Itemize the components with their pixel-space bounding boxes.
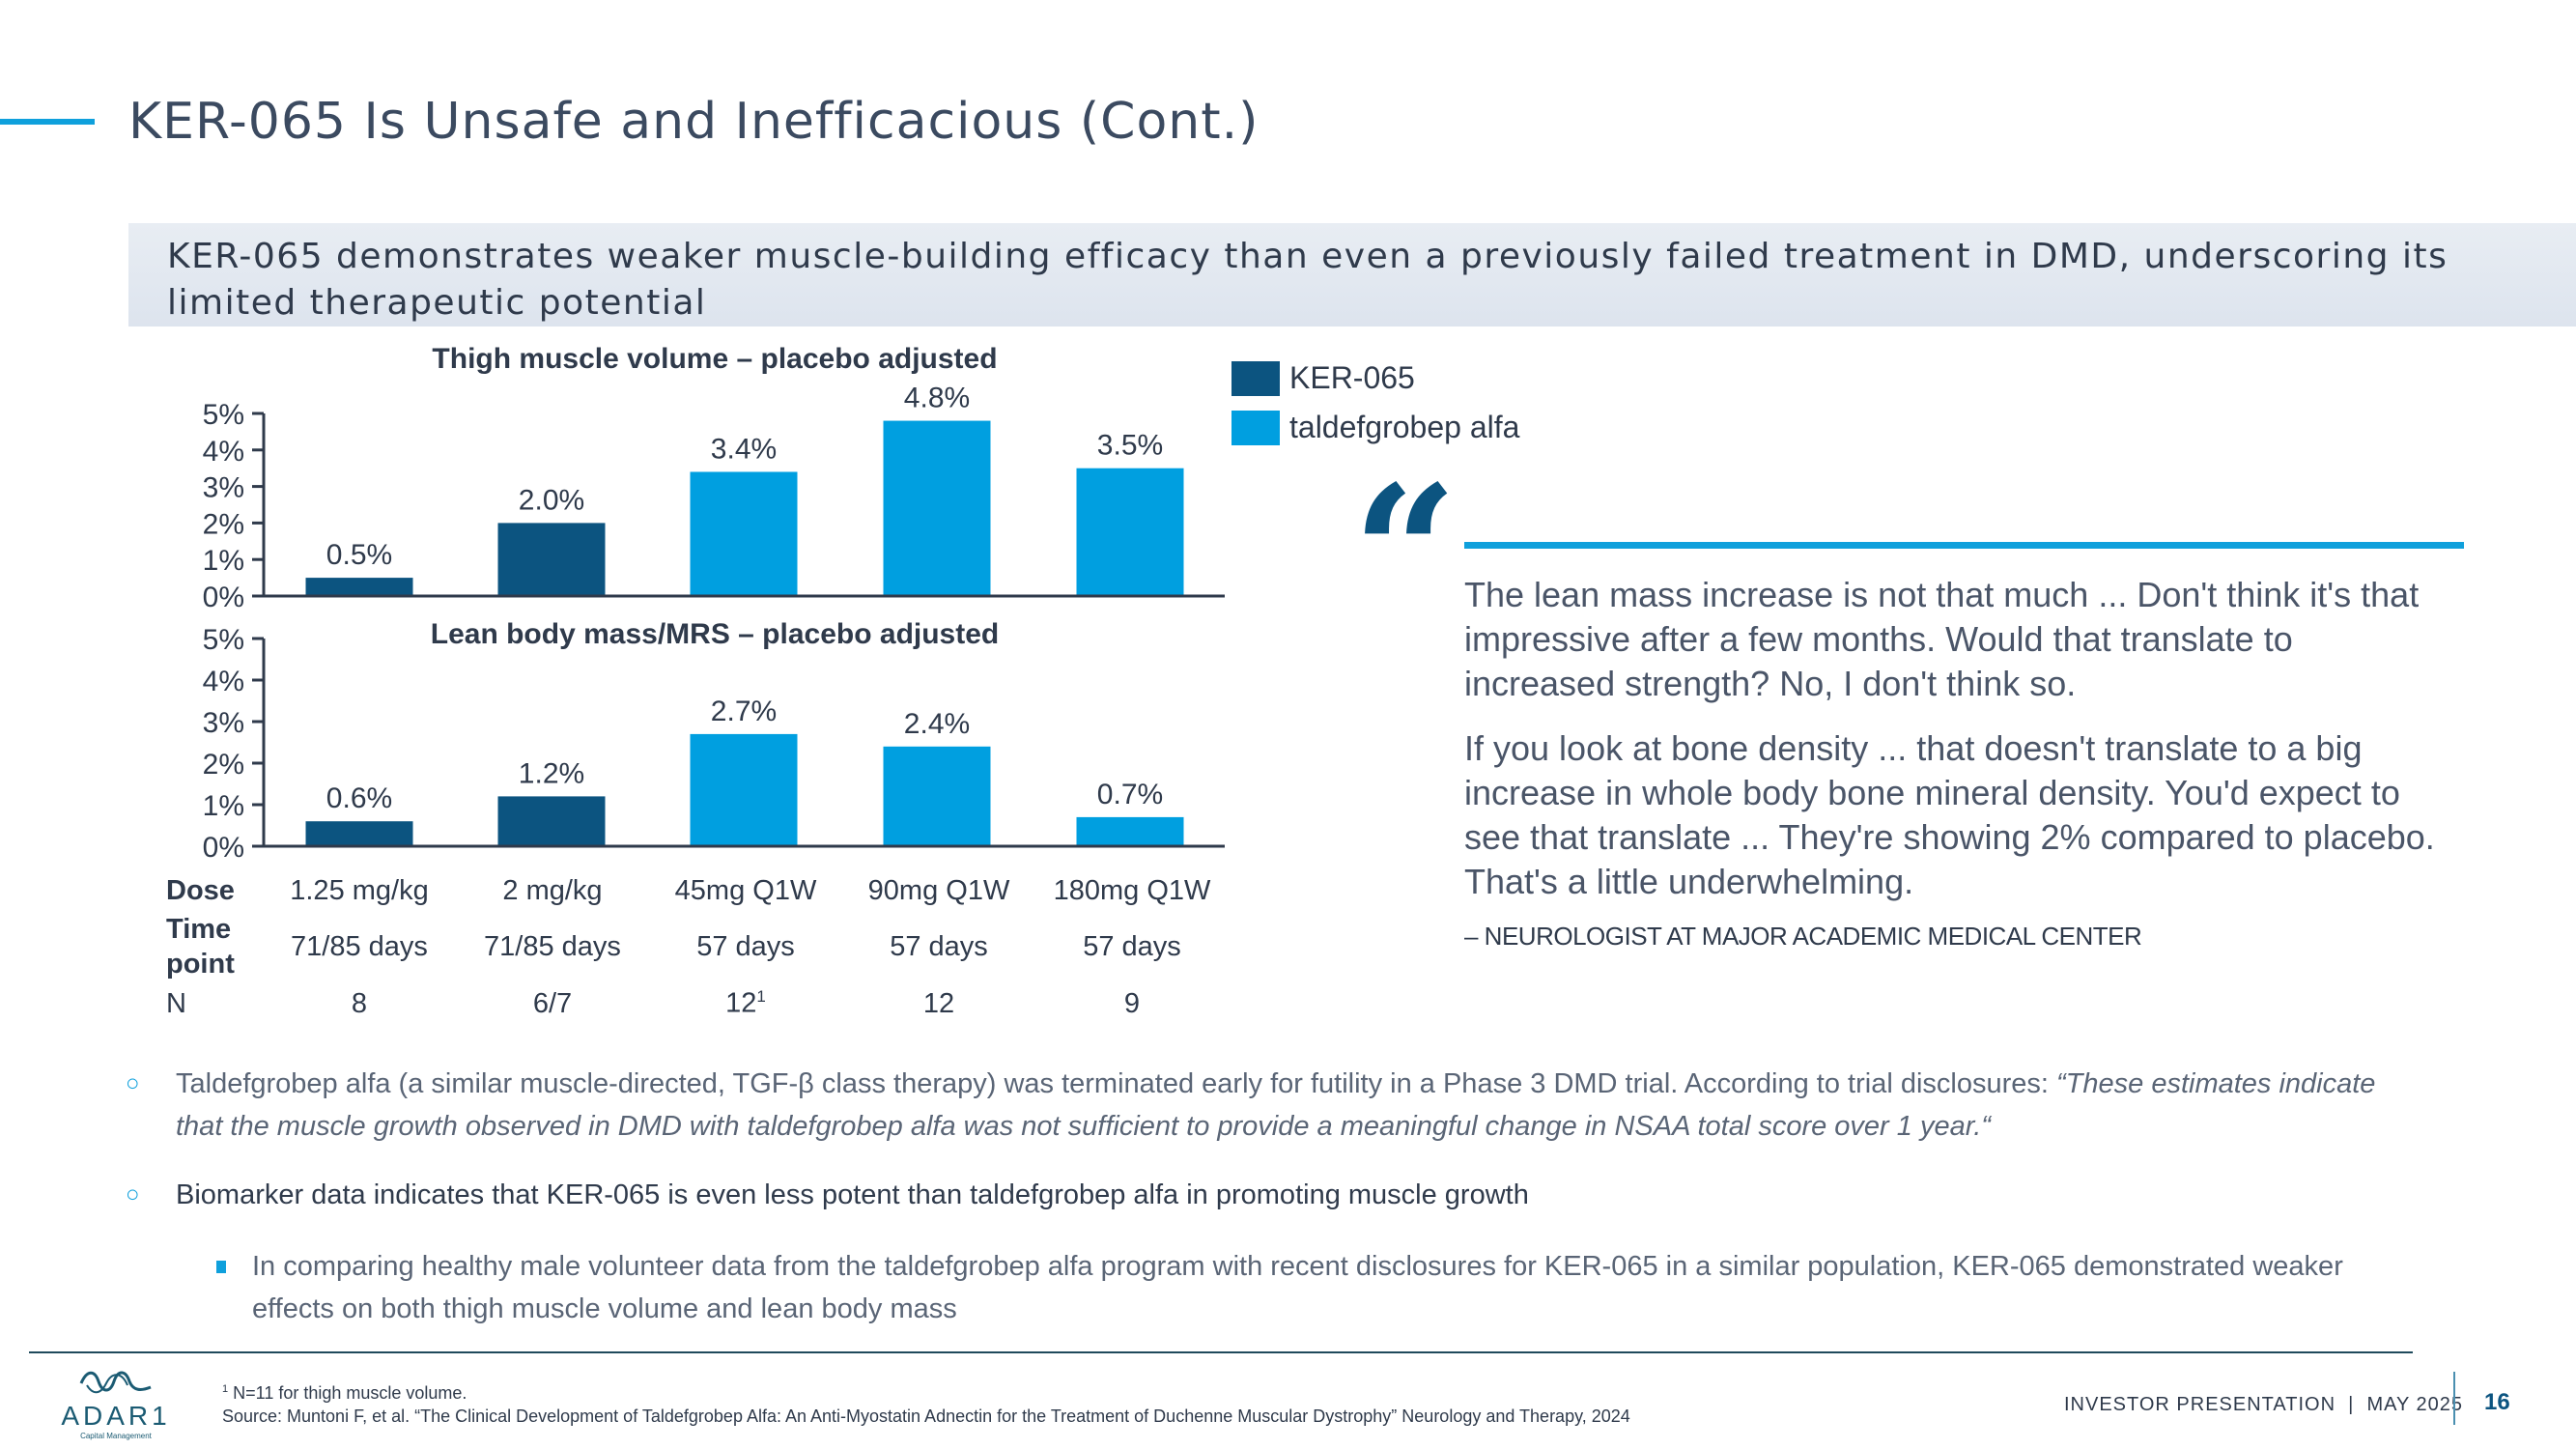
- table-cell: 57 days: [696, 930, 795, 962]
- y-tick-label: 0%: [203, 582, 244, 613]
- table-cell: 71/85 days: [484, 930, 621, 962]
- quote-mark-icon: “: [1352, 445, 1458, 661]
- logo-name: ADAR1: [61, 1401, 171, 1431]
- bar-data-label: 3.4%: [711, 433, 777, 465]
- table-cell: 57 days: [890, 930, 988, 962]
- chart-title-thigh: Thigh muscle volume – placebo adjusted: [432, 343, 998, 375]
- bar-data-label: 3.5%: [1097, 430, 1163, 462]
- bar-data-label: 2.4%: [904, 708, 970, 740]
- legend-label: taldefgrobep alfa: [1289, 410, 1520, 444]
- bar: [883, 746, 991, 845]
- table-cell: 71/85 days: [291, 930, 428, 962]
- table-cell: 121: [649, 987, 842, 1020]
- quote-attribution: – NEUROLOGIST AT MAJOR ACADEMIC MEDICAL …: [1464, 922, 2142, 951]
- bar: [305, 821, 413, 845]
- bullet-circle-icon: ○: [126, 1070, 140, 1096]
- table-cell: 57 days: [1083, 930, 1181, 962]
- key-message-text: KER-065 demonstrates weaker muscle-build…: [167, 237, 2449, 323]
- bullet-text: In comparing healthy male volunteer data…: [252, 1251, 2343, 1324]
- bar-data-label: 0.5%: [326, 539, 392, 571]
- key-message-banner: [128, 223, 2576, 327]
- bar: [497, 523, 606, 595]
- bullet-item: ○ Taldefgrobep alfa (a similar muscle-di…: [126, 1063, 2415, 1148]
- row-label: Time point: [166, 914, 235, 980]
- bullet-text-quote: “These estimates indicate that the muscl…: [176, 1068, 2376, 1142]
- title-accent-bar: [0, 119, 95, 125]
- legend-item-taldefgrobep: taldefgrobep alfa: [1231, 410, 1519, 445]
- table-cell: 8: [351, 987, 368, 1019]
- quote-paragraph: If you look at bone density ... that doe…: [1464, 728, 2435, 901]
- y-tick-label: 4%: [203, 666, 244, 697]
- footnote-mark: 1: [222, 1383, 229, 1395]
- bar-data-label: 1.2%: [519, 757, 584, 789]
- footnote: 1 N=11 for thigh muscle volume.: [222, 1383, 467, 1404]
- page-number: 16: [2484, 1389, 2510, 1415]
- company-logo: ADAR1 Capital Management: [58, 1366, 174, 1440]
- quote-paragraph: The lean mass increase is not that much …: [1464, 575, 2420, 703]
- legend-swatch-ker065: [1231, 360, 1280, 396]
- y-tick-label: 2%: [203, 749, 244, 781]
- chart-title-lean: Lean body mass/MRS – placebo adjusted: [430, 618, 1000, 650]
- y-tick-label: 3%: [203, 472, 244, 504]
- y-tick-label: 3%: [203, 707, 244, 739]
- legend-label: KER-065: [1289, 360, 1415, 395]
- table-cell: 6/7: [532, 987, 573, 1019]
- y-tick-label: 5%: [203, 399, 244, 431]
- logo-wave-icon: [79, 1371, 152, 1394]
- page-number-divider: [2453, 1372, 2455, 1425]
- table-cell: 12: [922, 987, 955, 1019]
- y-tick-label: 2%: [203, 508, 244, 540]
- legend-swatch-taldefgrobep: [1231, 410, 1280, 445]
- footer-divider: [29, 1351, 2413, 1353]
- bar-data-label: 0.7%: [1097, 779, 1163, 810]
- y-tick-label: 1%: [203, 790, 244, 822]
- bar-data-label: 4.8%: [904, 383, 970, 414]
- cell-value: 12: [725, 987, 757, 1019]
- bullet-square-icon: [216, 1261, 226, 1273]
- table-cell: 45mg Q1W: [674, 874, 817, 906]
- dose-table: Dose 1.25 mg/kg 2 mg/kg 45mg Q1W 90mg Q1…: [166, 871, 1229, 1024]
- y-tick-label: 4%: [203, 436, 244, 468]
- table-cell: 90mg Q1W: [867, 874, 1010, 906]
- y-tick-label: 1%: [203, 545, 244, 577]
- bar-data-label: 0.6%: [326, 782, 392, 814]
- table-cell: 9: [1123, 987, 1141, 1019]
- footnote-text: N=11 for thigh muscle volume.: [233, 1383, 467, 1403]
- source-citation: Source: Muntoni F, et al. “The Clinical …: [222, 1406, 1630, 1426]
- table-cell: 2 mg/kg: [502, 874, 603, 906]
- footnote-superscript: 1: [756, 987, 766, 1007]
- bullet-circle-icon: ○: [126, 1181, 140, 1208]
- y-tick-label: 0%: [203, 832, 244, 864]
- quote-divider: [1464, 542, 2464, 549]
- bar-data-label: 2.0%: [519, 484, 584, 516]
- bullet-item: ○ Biomarker data indicates that KER-065 …: [126, 1174, 2415, 1216]
- presentation-label: INVESTOR PRESENTATION | MAY 2025: [2064, 1394, 2464, 1415]
- table-row-n: N 8 6/7 121 12 9: [166, 983, 1229, 1024]
- sub-bullet-item: In comparing healthy male volunteer data…: [216, 1245, 2361, 1330]
- bar: [1076, 816, 1184, 845]
- page-title: KER-065 Is Unsafe and Inefficacious (Con…: [128, 93, 1260, 151]
- logo-subtitle: Capital Management: [80, 1432, 152, 1440]
- table-cell: 180mg Q1W: [1053, 874, 1211, 906]
- bullet-text-plain: Taldefgrobep alfa (a similar muscle-dire…: [176, 1068, 2056, 1099]
- y-tick-label: 5%: [203, 624, 244, 656]
- bar: [1076, 468, 1184, 595]
- bar: [497, 796, 606, 845]
- legend: KER-065 taldefgrobep alfa: [1231, 360, 1519, 445]
- bar: [690, 471, 798, 595]
- legend-item-ker065: KER-065: [1231, 360, 1519, 396]
- bar-data-label: 2.7%: [711, 696, 777, 727]
- bullet-text: Taldefgrobep alfa (a similar muscle-dire…: [176, 1063, 2415, 1148]
- row-label: N: [166, 987, 186, 1019]
- bullet-text: Biomarker data indicates that KER-065 is…: [176, 1179, 1529, 1210]
- table-row-timepoint: Time point 71/85 days 71/85 days 57 days…: [166, 910, 1229, 983]
- bar: [305, 578, 413, 595]
- bar: [690, 733, 798, 845]
- bar: [883, 420, 991, 595]
- table-cell: 1.25 mg/kg: [290, 874, 429, 906]
- table-row-dose: Dose 1.25 mg/kg 2 mg/kg 45mg Q1W 90mg Q1…: [166, 871, 1229, 910]
- row-label: Dose: [166, 874, 235, 906]
